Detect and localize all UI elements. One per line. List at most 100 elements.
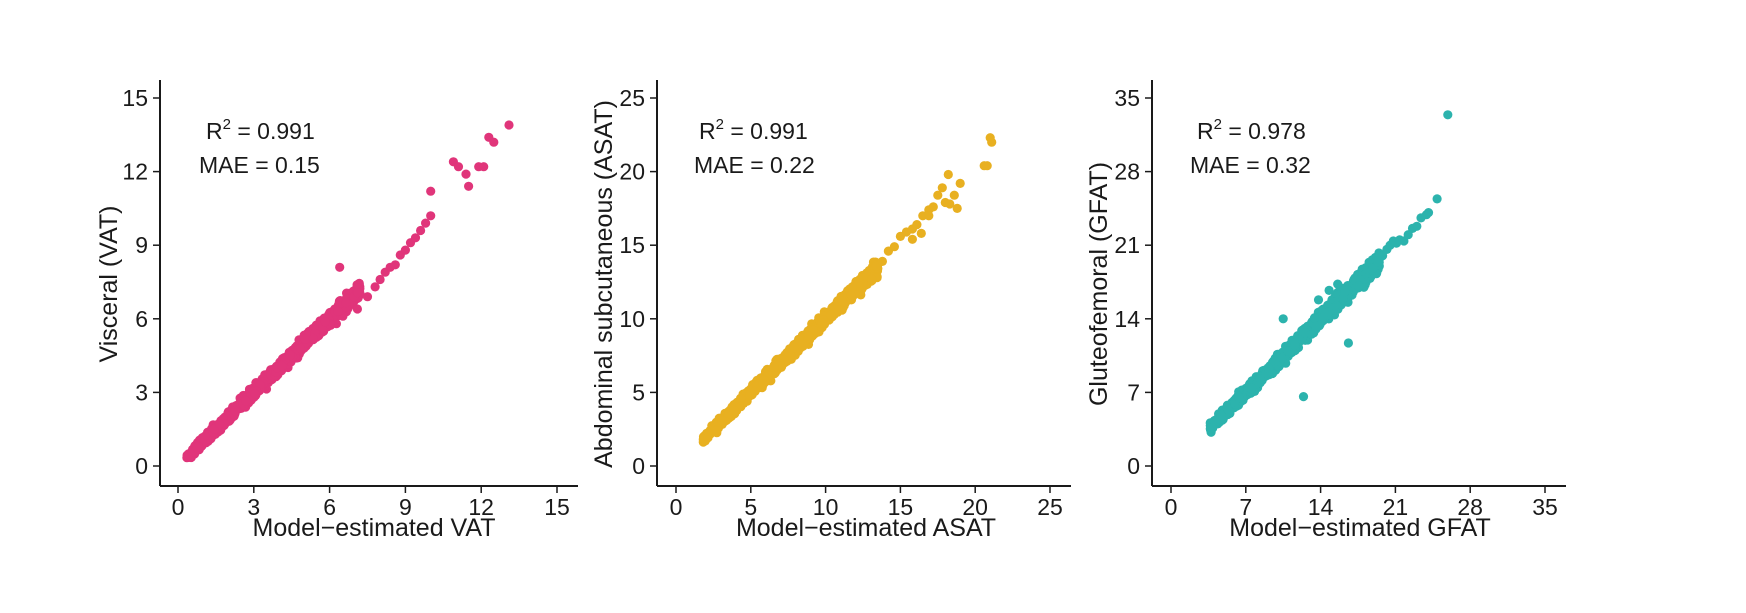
asat-y-tick-label: 15 (619, 232, 645, 258)
vat-mae-annotation: MAE = 0.15 (199, 152, 320, 178)
asat-data-point (937, 183, 947, 193)
gfat-data-point (1423, 208, 1434, 218)
asat-data-point (907, 234, 918, 244)
asat-mae-annotation: MAE = 0.22 (694, 152, 815, 178)
vat-y-tick-label: 15 (122, 85, 148, 111)
gfat-y-axis-title: Gluteofemoral (GFAT) (1085, 162, 1113, 406)
vat-y-tick-label: 12 (122, 159, 148, 185)
gfat-data-point (1443, 110, 1453, 120)
asat-data-point (758, 379, 768, 389)
vat-data-point (489, 137, 499, 147)
asat-data-point (933, 190, 943, 200)
gfat-data-point (1368, 263, 1378, 273)
vat-data-point (182, 451, 193, 461)
vat-data-point (353, 288, 363, 298)
vat-y-tick-label: 6 (135, 306, 148, 332)
asat-data-point (736, 393, 746, 403)
asat-x-tick-label: 5 (744, 494, 757, 520)
vat-data-point (335, 262, 345, 272)
asat-data-point (826, 310, 836, 320)
vat-x-tick-label: 15 (544, 494, 570, 520)
asat-data-point (712, 425, 722, 435)
vat-data-point (426, 211, 436, 221)
vat-y-ticks: 0 3 6 9 12 15 (122, 85, 160, 479)
gfat-data-point (1340, 287, 1350, 297)
gfat-data-point (1311, 321, 1322, 331)
vat-data-point (300, 334, 310, 344)
gfat-data-point (1264, 363, 1274, 373)
asat-data-point (789, 342, 800, 353)
asat-data-point (955, 178, 965, 188)
asat-data-point (803, 331, 814, 341)
asat-data-point (817, 318, 827, 328)
gfat-data-point (1333, 279, 1343, 289)
asat-data-point (867, 274, 877, 284)
gfat-data-point (1412, 221, 1422, 231)
gfat-x-tick-label: 35 (1532, 494, 1558, 520)
vat-data-point (285, 350, 295, 360)
gfat-x-tick-label: 14 (1308, 494, 1334, 520)
gfat-data-point (1432, 194, 1442, 204)
asat-y-tick-label: 25 (619, 85, 645, 111)
vat-data-point (333, 306, 343, 316)
gfat-y-tick-label: 14 (1114, 306, 1140, 332)
asat-data-point (717, 416, 727, 426)
vat-data-point (370, 282, 380, 292)
asat-y-tick-label: 10 (619, 306, 645, 332)
gfat-data-point (1224, 406, 1234, 416)
gfat-x-tick-label: 0 (1165, 494, 1178, 520)
vat-x-ticks: 0 3 6 9 12 15 (172, 486, 570, 520)
asat-x-tick-label: 25 (1037, 494, 1063, 520)
vat-y-axis-title: Visceral (VAT) (95, 206, 123, 363)
vat-x-tick-label: 12 (468, 494, 494, 520)
gfat-data-point (1309, 313, 1320, 323)
gfat-y-tick-label: 7 (1127, 379, 1140, 405)
vat-data-point (426, 186, 436, 196)
gfat-data-point (1277, 353, 1287, 363)
asat-data-point (847, 282, 858, 292)
vat-data-point (410, 233, 421, 243)
gfat-x-tick-label: 21 (1383, 494, 1409, 520)
vat-x-tick-label: 3 (247, 494, 260, 520)
asat-y-ticks: 0 5 10 15 20 25 (619, 85, 657, 479)
vat-data-point (504, 120, 514, 130)
asat-data-point (987, 137, 997, 147)
asat-x-ticks: 0 5 10 15 20 25 (670, 486, 1063, 520)
vat-data-point (390, 260, 400, 270)
gfat-data-point (1234, 392, 1244, 402)
asat-x-tick-label: 20 (962, 494, 988, 520)
vat-x-axis-title: Model−estimated VAT (253, 514, 496, 542)
gfat-panel: 0 7 14 21 28 35 0 7 14 21 28 35 Model−estimated GF… (1085, 80, 1566, 542)
asat-data-point (877, 256, 888, 266)
gfat-data-point (1290, 340, 1300, 350)
vat-data-point (352, 304, 362, 314)
gfat-data-point (1278, 314, 1288, 324)
gfat-y-tick-label: 0 (1127, 453, 1140, 479)
gfat-data-point (1255, 374, 1265, 384)
asat-panel: 0 5 10 15 20 25 0 5 10 15 20 25 Model−estimated AS… (590, 80, 1071, 542)
vat-data-point (214, 419, 225, 429)
vat-y-tick-label: 3 (135, 379, 148, 405)
vat-x-tick-label: 0 (172, 494, 185, 520)
gfat-points (1205, 110, 1453, 437)
vat-y-tick-label: 9 (135, 232, 148, 258)
asat-data-point (924, 211, 934, 221)
asat-data-point (928, 202, 938, 212)
gfat-x-ticks: 0 7 14 21 28 35 (1165, 486, 1558, 520)
asat-data-point (943, 169, 953, 180)
gfat-data-point (1207, 423, 1218, 433)
asat-data-point (916, 228, 926, 238)
asat-x-tick-label: 15 (888, 494, 914, 520)
gfat-y-tick-label: 21 (1114, 232, 1140, 258)
gfat-data-point (1323, 307, 1334, 317)
gfat-data-point (1298, 392, 1309, 402)
gfat-data-point (1216, 410, 1226, 420)
vat-data-point (250, 389, 260, 399)
asat-r2-annotation: R2 = 0.991 (699, 116, 808, 144)
vat-data-point (200, 431, 210, 441)
vat-data-point (453, 162, 464, 172)
vat-data-point (308, 334, 318, 344)
gfat-y-tick-label: 28 (1114, 159, 1140, 185)
vat-r2-annotation: R2 = 0.991 (206, 116, 315, 144)
vat-x-tick-label: 6 (323, 494, 336, 520)
